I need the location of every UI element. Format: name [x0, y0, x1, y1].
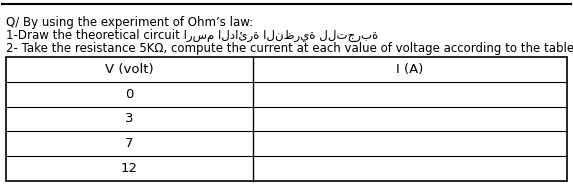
Text: I (A): I (A) [397, 63, 423, 76]
Text: 12: 12 [121, 162, 138, 175]
Text: Q/ By using the experiment of Ohm’s law:: Q/ By using the experiment of Ohm’s law: [6, 16, 253, 29]
Text: 7: 7 [125, 137, 134, 150]
Text: V (volt): V (volt) [105, 63, 154, 76]
Bar [6, 57, 567, 181]
Text: 2- Take the resistance 5KΩ, compute the current at each value of voltage accordi: 2- Take the resistance 5KΩ, compute the … [6, 42, 573, 55]
Text: 3: 3 [125, 112, 134, 125]
Text: 1-Draw the theoretical circuit ارسم الدائرة النظرية للتجربة: 1-Draw the theoretical circuit ارسم الدا… [6, 29, 378, 42]
Text: 0: 0 [125, 88, 134, 101]
